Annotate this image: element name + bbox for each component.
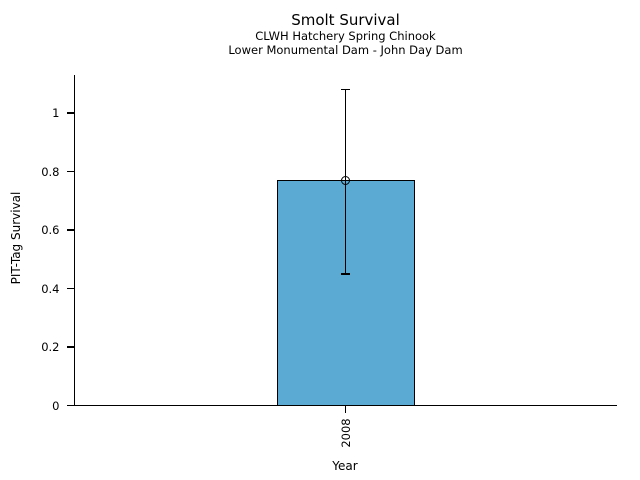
y-tick-label: 0.2: [41, 340, 60, 354]
y-tick: [66, 229, 74, 231]
y-tick-label: 0.6: [41, 223, 60, 237]
point-marker: [341, 175, 350, 185]
y-axis-spine: [73, 75, 76, 407]
y-tick: [66, 287, 74, 290]
y-tick: [66, 346, 74, 348]
x-axis-label: Year: [332, 459, 358, 473]
chart-title: Smolt Survival: [291, 11, 400, 29]
y-tick-label: 0.4: [41, 281, 60, 296]
y-tick: [66, 170, 74, 173]
y-tick: [66, 112, 74, 114]
chart-title-block: Smolt Survival CLWH Hatchery Spring Chin…: [74, 10, 617, 57]
chart-subtitle-1: CLWH Hatchery Spring Chinook: [255, 29, 436, 43]
y-tick: [66, 404, 74, 407]
y-tick-label: 0: [52, 398, 60, 413]
y-tick-label: 1: [52, 106, 60, 121]
y-tick-label: 0.8: [41, 164, 60, 179]
chart-subtitle-2: Lower Monumental Dam - John Day Dam: [228, 42, 463, 57]
error-bar-cap-upper: [341, 88, 350, 91]
error-bar-cap-lower: [341, 273, 350, 275]
x-tick-label: 2008: [338, 418, 353, 448]
x-tick: [344, 406, 347, 414]
